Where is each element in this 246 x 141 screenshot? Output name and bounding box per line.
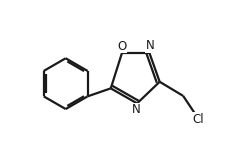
Text: N: N (132, 103, 140, 116)
Text: O: O (117, 40, 127, 53)
Text: N: N (146, 39, 155, 52)
Text: Cl: Cl (192, 113, 204, 126)
